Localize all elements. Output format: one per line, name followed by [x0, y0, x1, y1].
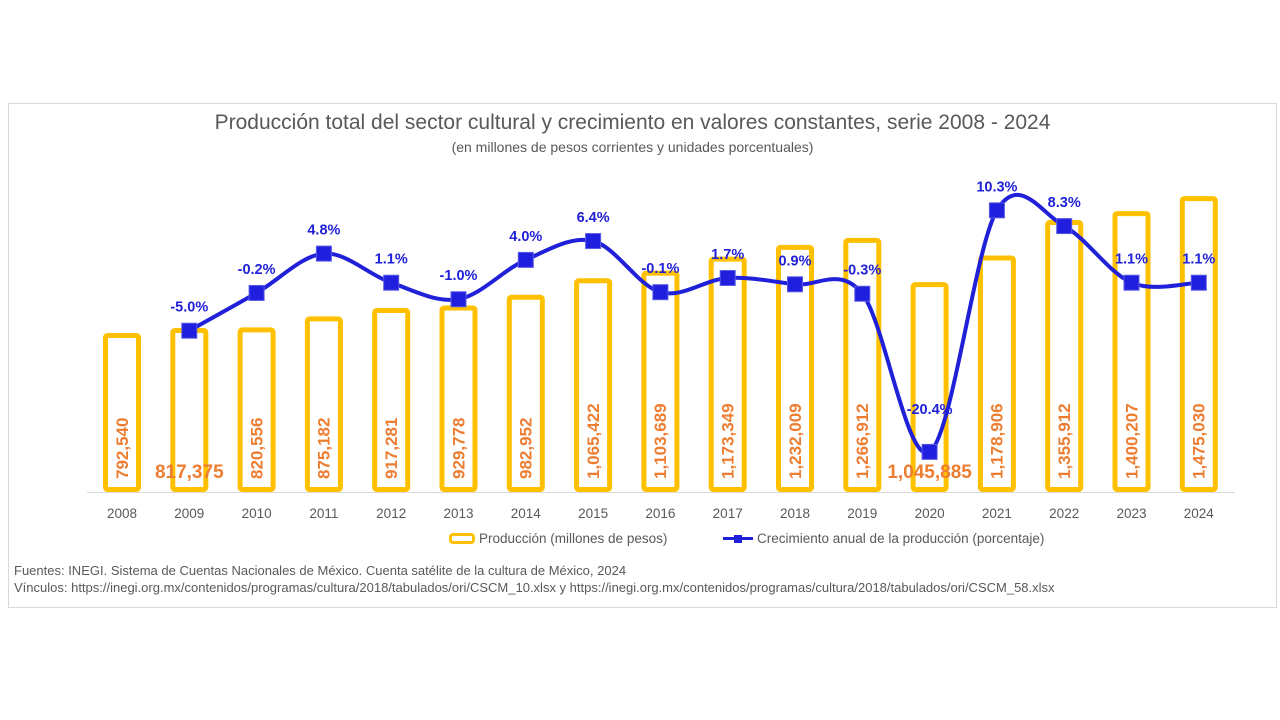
bar-value-label-2008: 792,540	[113, 418, 132, 479]
bar-2014	[506, 294, 545, 492]
x-axis-label-2024: 2024	[1184, 506, 1215, 521]
x-axis-label-2016: 2016	[645, 506, 675, 521]
x-axis-label-2010: 2010	[242, 506, 272, 521]
bar-value-label-2010: 820,556	[247, 418, 266, 479]
bar-value-label-2022: 1,355,912	[1055, 403, 1074, 479]
bar-2008	[103, 332, 141, 492]
chart-subtitle: (en millones de pesos corrientes y unida…	[451, 139, 814, 155]
bar-2017	[708, 256, 747, 492]
growth-marker-2011	[315, 245, 332, 262]
bar-value-label-2021: 1,178,906	[988, 403, 1007, 479]
bar-value-label-2013: 929,778	[449, 418, 468, 479]
x-axis-label-2014: 2014	[511, 506, 542, 521]
legend-label-produccion: Producción (millones de pesos)	[479, 531, 668, 546]
growth-marker-2019	[854, 285, 871, 302]
footer-sources: Fuentes: INEGI. Sistema de Cuentas Nacio…	[14, 563, 627, 578]
bar-2011	[304, 316, 343, 492]
growth-value-label-2010: -0.2%	[238, 262, 276, 278]
bar-series-legend-icon	[449, 533, 475, 544]
growth-marker-2009	[181, 322, 198, 339]
bar-2018	[776, 244, 814, 492]
growth-value-label-2014: 4.0%	[509, 229, 542, 245]
growth-value-label-2020: -20.4%	[907, 402, 953, 418]
x-axis-label-2022: 2022	[1049, 506, 1079, 521]
growth-value-label-2015: 6.4%	[577, 210, 610, 226]
growth-value-label-2019: -0.3%	[843, 263, 881, 279]
x-axis-label-2023: 2023	[1116, 506, 1146, 521]
legend-item-crecimiento: Crecimiento anual de la producción (porc…	[723, 531, 1044, 546]
bar-value-label-2023: 1,400,207	[1122, 403, 1141, 479]
growth-value-label-2023: 1.1%	[1115, 252, 1148, 268]
x-axis-label-2019: 2019	[847, 506, 877, 521]
growth-value-label-2018: 0.9%	[778, 253, 811, 269]
growth-marker-2024	[1190, 274, 1207, 291]
bar-value-label-2015: 1,065,422	[584, 403, 603, 479]
growth-value-label-2013: -1.0%	[440, 268, 478, 284]
growth-value-label-2017: 1.7%	[711, 247, 744, 263]
bar-2010	[237, 327, 276, 492]
bar-value-label-2019: 1,266,912	[853, 403, 872, 479]
x-axis-label-2021: 2021	[982, 506, 1012, 521]
growth-marker-2010	[248, 284, 265, 301]
growth-marker-2022	[1056, 218, 1073, 235]
growth-marker-2021	[988, 202, 1005, 219]
bar-value-label-2024: 1,475,030	[1190, 403, 1209, 479]
legend-item-produccion: Producción (millones de pesos)	[449, 531, 667, 546]
bar-value-label-2011: 875,182	[315, 418, 334, 479]
legend-label-crecimiento: Crecimiento anual de la producción (porc…	[757, 531, 1045, 546]
growth-marker-2014	[517, 251, 534, 268]
growth-marker-2018	[787, 276, 803, 293]
bar-2019	[843, 237, 882, 492]
footer-links: Vínculos: https://inegi.org.mx/contenido…	[14, 579, 1055, 595]
growth-value-label-2012: 1.1%	[375, 252, 408, 268]
x-axis-label-2012: 2012	[376, 506, 406, 521]
growth-value-label-2011: 4.8%	[307, 223, 340, 239]
x-axis-label-2011: 2011	[309, 506, 338, 521]
bar-2023	[1112, 211, 1151, 493]
x-axis-label-2017: 2017	[713, 506, 743, 521]
bar-value-label-2018: 1,232,009	[786, 403, 805, 479]
chart-title: Producción total del sector cultural y c…	[214, 111, 1051, 134]
bar-2015	[574, 278, 613, 492]
growth-value-label-2024: 1.1%	[1182, 252, 1215, 268]
bar-value-label-2017: 1,173,349	[718, 403, 737, 479]
bar-value-label-2012: 917,281	[382, 418, 401, 479]
growth-marker-2017	[719, 270, 736, 286]
x-axis-label-2015: 2015	[578, 506, 608, 521]
growth-value-label-2009: -5.0%	[170, 300, 208, 316]
x-axis-label-2020: 2020	[915, 506, 945, 521]
growth-value-label-2021: 10.3%	[976, 179, 1017, 195]
growth-value-label-2022: 8.3%	[1048, 195, 1081, 211]
x-axis-label-2009: 2009	[174, 506, 204, 521]
growth-marker-2016	[652, 284, 669, 301]
bar-2024	[1179, 196, 1218, 492]
bar-value-label-2009: 817,375	[155, 462, 224, 483]
growth-marker-2020	[921, 443, 938, 460]
x-axis-label-2018: 2018	[780, 506, 810, 521]
chart-frame: Producción total del sector cultural y c…	[8, 103, 1277, 608]
growth-marker-2013	[450, 291, 467, 308]
x-axis-label-2013: 2013	[443, 506, 473, 521]
bar-2013	[439, 305, 478, 492]
bar-2016	[641, 270, 680, 492]
growth-value-label-2016: -0.1%	[641, 261, 679, 277]
bar-2012	[372, 307, 411, 492]
growth-marker-2015	[585, 233, 602, 250]
bar-value-label-2014: 982,952	[517, 418, 536, 479]
chart-footer: Fuentes: INEGI. Sistema de Cuentas Nacio…	[14, 563, 1055, 596]
line-series-legend-icon	[723, 533, 753, 545]
growth-marker-2023	[1123, 274, 1140, 291]
legend: Producción (millones de pesos) Crecimien…	[9, 531, 1276, 551]
growth-marker-2012	[383, 274, 400, 291]
chart-plot: 2008 2009 2010 2011 2012 2013 2014 2015 2016 2017…	[87, 179, 1235, 521]
bar-value-label-2016: 1,103,689	[651, 403, 670, 479]
bar-2021	[977, 255, 1016, 492]
bar-value-label-2020: 1,045,885	[887, 462, 972, 483]
x-axis-label-2008: 2008	[107, 506, 137, 521]
